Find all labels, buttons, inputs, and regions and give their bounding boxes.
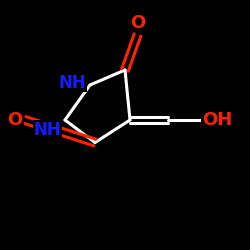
Text: NH: NH [34,121,62,139]
Text: O: O [8,111,22,129]
Text: O: O [130,14,145,32]
Text: OH: OH [202,111,232,129]
Text: NH: NH [58,74,86,92]
